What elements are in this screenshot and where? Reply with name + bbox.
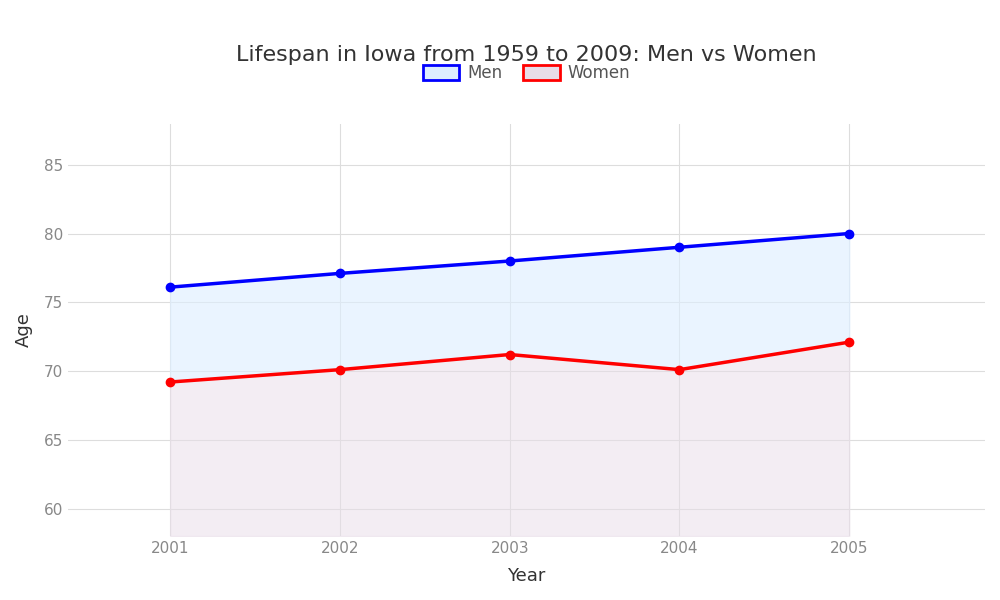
X-axis label: Year: Year [507,567,546,585]
Title: Lifespan in Iowa from 1959 to 2009: Men vs Women: Lifespan in Iowa from 1959 to 2009: Men … [236,45,817,65]
Y-axis label: Age: Age [15,313,33,347]
Legend: Men, Women: Men, Women [416,58,637,89]
